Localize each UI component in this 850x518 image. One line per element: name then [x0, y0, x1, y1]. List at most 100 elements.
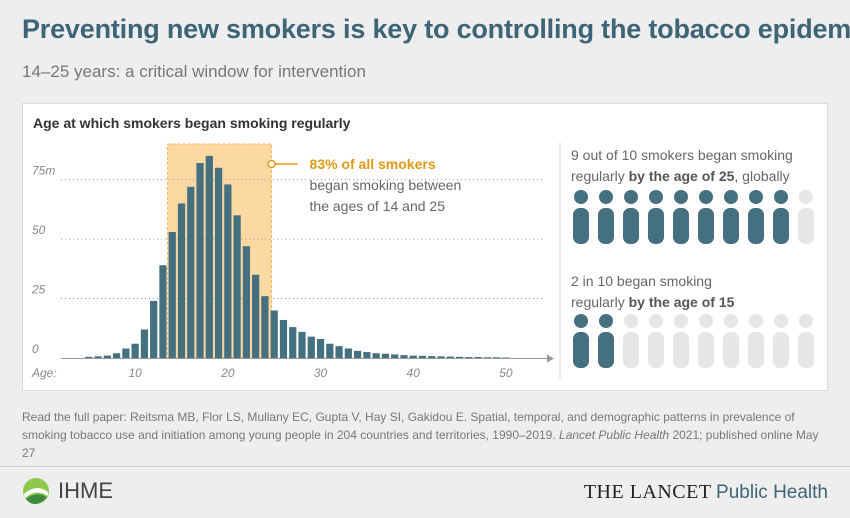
bar-age-45 — [455, 356, 464, 358]
bar-age-36 — [372, 353, 380, 358]
bar-age-14 — [168, 231, 176, 358]
bar-age-15 — [177, 203, 186, 358]
person-icon — [748, 314, 764, 368]
bar-age-13 — [159, 265, 167, 358]
bar-age-12 — [150, 300, 158, 358]
x-tick-label-40: 40 — [407, 366, 421, 380]
bar-age-17 — [196, 163, 204, 358]
bar-age-18 — [205, 155, 213, 358]
bar-age-31 — [326, 343, 334, 358]
person-icon — [648, 314, 664, 368]
bar-age-24 — [261, 296, 269, 358]
ihme-logo-icon — [23, 478, 49, 504]
bar-age-39 — [400, 355, 408, 358]
bar-age-34 — [354, 350, 362, 358]
x-tick-label-30: 30 — [314, 366, 328, 380]
bar-age-23 — [252, 274, 260, 358]
bar-age-48 — [483, 357, 491, 358]
person-icon — [798, 314, 814, 368]
bar-age-20 — [224, 184, 232, 358]
person-icon — [673, 314, 689, 368]
person-icon — [648, 190, 664, 244]
lancet-logo[interactable]: THE LANCET Public Health — [584, 481, 828, 504]
lancet-logo-main: THE LANCET — [583, 481, 712, 503]
bar-age-49 — [493, 357, 501, 358]
bar-age-29 — [307, 336, 315, 358]
person-icon — [623, 314, 639, 368]
chart-panel: Age at which smokers began smoking regul… — [22, 103, 828, 391]
footer-divider — [0, 466, 850, 467]
bar-age-40 — [409, 355, 417, 358]
bar-age-28 — [298, 331, 306, 358]
bar-age-26 — [279, 319, 288, 358]
x-axis-arrow-icon — [547, 354, 554, 363]
bar-age-46 — [465, 357, 473, 358]
person-icon — [673, 190, 689, 244]
y-tick-label-3: 75m — [32, 164, 55, 178]
person-icon — [698, 190, 714, 244]
picto-1-line-1: 2 in 10 began smoking — [571, 273, 712, 289]
bar-age-32 — [335, 346, 343, 358]
y-tick-label-1: 25 — [31, 283, 46, 297]
x-tick-label-10: 10 — [128, 366, 142, 380]
person-icon — [773, 314, 789, 368]
person-icon — [598, 314, 614, 368]
bar-age-50 — [502, 357, 510, 359]
bar-age-27 — [289, 327, 297, 358]
picto-0-line-2-bold: by the age of 25 — [629, 168, 735, 184]
bar-age-22 — [242, 246, 250, 358]
bar-age-42 — [428, 356, 436, 358]
bar-age-6 — [94, 356, 102, 358]
x-tick-label-50: 50 — [499, 366, 513, 380]
bar-age-33 — [344, 348, 352, 358]
picto-0-line-2-plain: regularly — [571, 168, 629, 184]
picto-0-line-1: 9 out of 10 smokers began smoking — [571, 147, 793, 163]
bar-age-43 — [437, 356, 445, 358]
chart-svg: Age at which smokers began smoking regul… — [31, 115, 814, 380]
lancet-logo-sub: Public Health — [716, 482, 828, 503]
y-tick-label-2: 50 — [32, 223, 46, 237]
bar-age-35 — [363, 352, 371, 358]
person-icon — [573, 314, 589, 368]
picto-1-line-2-bold: by the age of 15 — [629, 294, 735, 310]
page-title: Preventing new smokers is key to control… — [22, 14, 850, 44]
bar-age-21 — [233, 215, 241, 358]
person-icon — [723, 190, 739, 244]
person-icon — [698, 314, 714, 368]
chart-title: Age at which smokers began smoking regul… — [33, 115, 351, 131]
picto-1-line-2: regularly by the age of 15 — [571, 294, 735, 310]
ihme-logo[interactable]: IHME — [22, 476, 113, 506]
bar-age-30 — [316, 338, 325, 358]
picto-0-line-2: regularly by the age of 25, globally — [571, 168, 790, 184]
picto-1-line-2-plain: regularly — [571, 294, 629, 310]
bar-age-38 — [391, 354, 399, 358]
footnote-tail: 2021; published online May 27 — [22, 428, 819, 460]
person-icon — [598, 190, 614, 244]
person-icon — [748, 190, 764, 244]
person-icon — [573, 190, 589, 244]
person-icon — [723, 314, 739, 368]
footnote-journal: Lancet Public Health — [559, 428, 670, 442]
annotation-dot — [267, 159, 276, 169]
bar-age-44 — [446, 356, 454, 358]
bar-age-16 — [187, 186, 195, 358]
annotation-line-2: the ages of 14 and 25 — [310, 198, 446, 214]
annotation-headline: 83% of all smokers — [310, 156, 436, 172]
person-icon — [623, 190, 639, 244]
bar-age-7 — [103, 355, 111, 358]
annotation-line-1: began smoking between — [310, 177, 462, 193]
picto-0-line-2-tail: , globally — [734, 168, 789, 184]
person-icon — [773, 190, 789, 244]
bar-age-25 — [270, 310, 278, 358]
ihme-logo-text: IHME — [58, 478, 113, 503]
bar-age-41 — [418, 355, 427, 358]
page-subtitle: 14–25 years: a critical window for inter… — [22, 62, 366, 81]
bar-age-10 — [131, 343, 139, 358]
bar-age-11 — [140, 329, 149, 358]
x-tick-label-20: 20 — [220, 366, 235, 380]
bar-age-37 — [381, 353, 390, 358]
person-icon — [798, 190, 814, 244]
bar-age-47 — [474, 357, 482, 358]
bar-age-19 — [214, 167, 223, 358]
bar-age-9 — [122, 348, 130, 358]
